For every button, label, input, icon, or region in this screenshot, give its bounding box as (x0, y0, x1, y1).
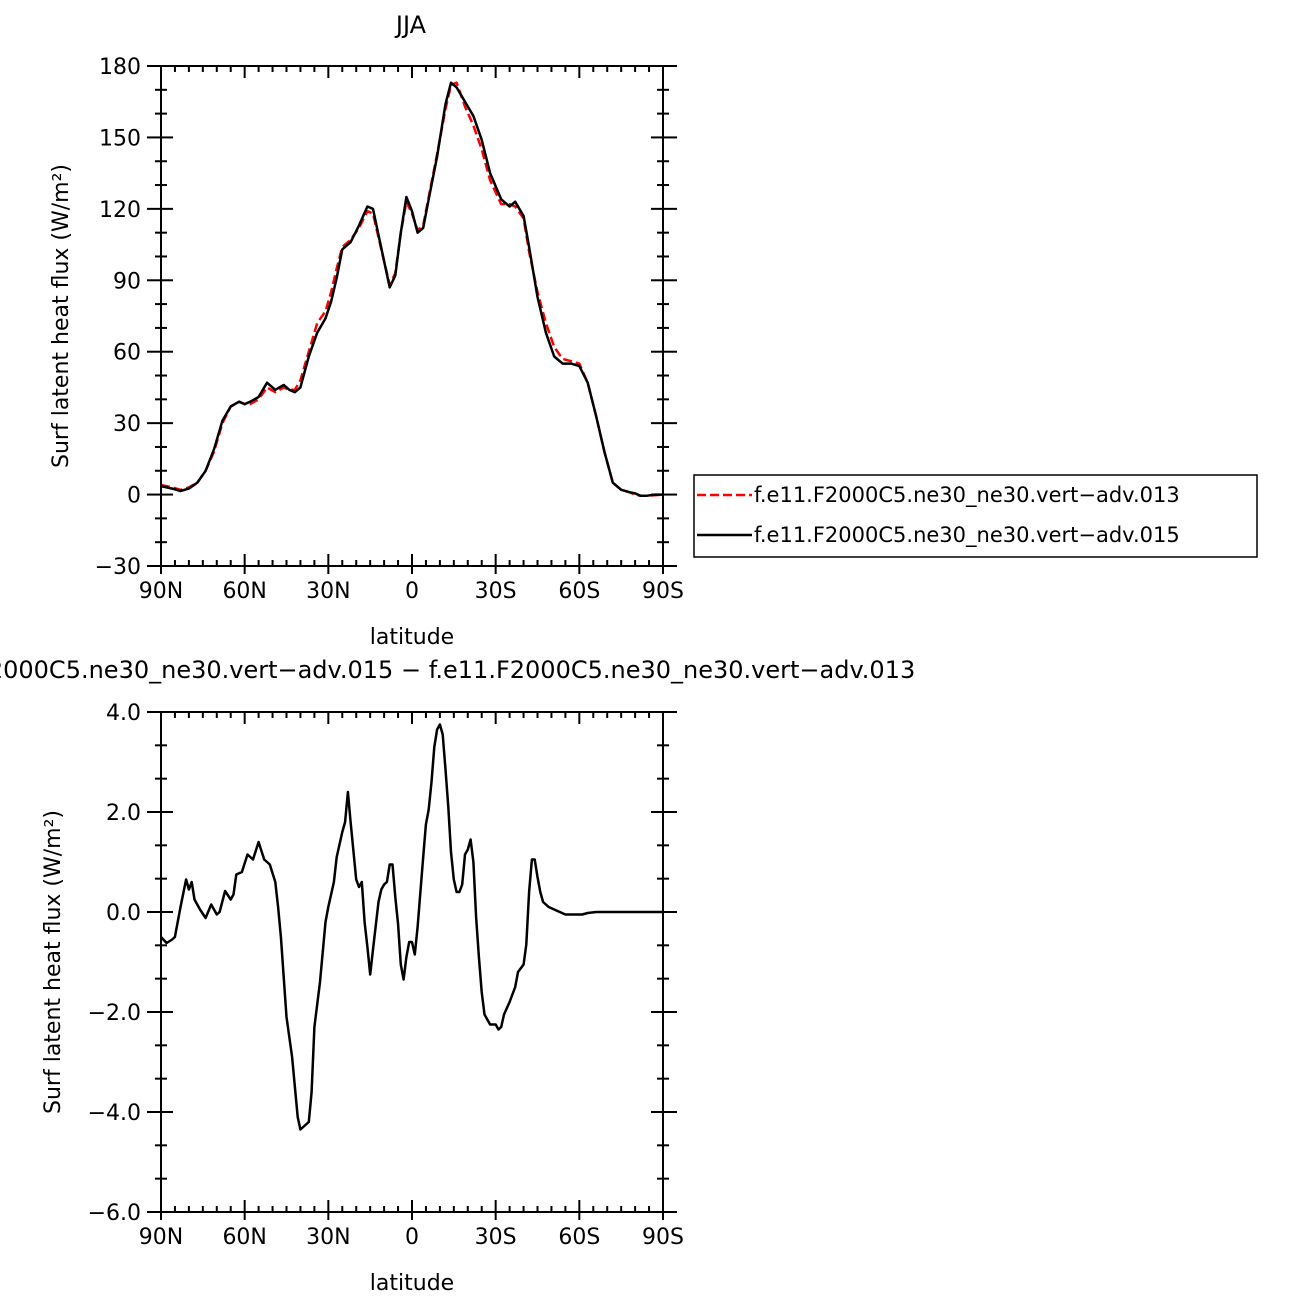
top-x-tick-label: 60S (558, 579, 600, 604)
top-y-tick-label: −30 (95, 555, 141, 580)
legend-label-013: f.e11.F2000C5.ne30_ne30.vert−adv.013 (754, 483, 1180, 508)
legend-frame (693, 474, 1258, 558)
bottom-plot-frame (160, 711, 664, 1213)
top-y-axis-label: Surf latent heat flux (W/m²) (49, 164, 74, 468)
bottom-x-tick-label: 30S (475, 1225, 517, 1250)
legend-label-015: f.e11.F2000C5.ne30_ne30.vert−adv.015 (754, 523, 1180, 548)
bottom-x-tick-label: 90S (642, 1225, 684, 1250)
top-plot-area: 90N 60N 30N 0 30S 60S 90S −30 0 30 60 90 120 150 180 (95, 55, 684, 604)
bottom-y-tick-label: 2.0 (106, 801, 141, 826)
legend: f.e11.F2000C5.ne30_ne30.vert−adv.013 f.e… (693, 474, 1258, 558)
bottom-y-tick-label: −6.0 (88, 1201, 141, 1226)
bottom-x-tick-label: 90N (139, 1225, 183, 1250)
bottom-series-line-0 (160, 723, 663, 1131)
bottom-x-tick-label: 60N (222, 1225, 266, 1250)
bottom-y-tick-label: 4.0 (106, 701, 141, 726)
top-y-tick-label: 120 (99, 198, 141, 223)
top-y-tick-label: 30 (113, 412, 141, 437)
top-x-axis-label: latitude (370, 625, 454, 650)
top-x-tick-label: 60N (222, 579, 266, 604)
bottom-plot-area: 90N 60N 30N 0 30S 60S 90S −6.0 −4.0 −2.0 0.0 2.0 4.0 (88, 701, 684, 1250)
bottom-y-tick-label: −4.0 (88, 1101, 141, 1126)
top-x-tick-label: 30N (306, 579, 350, 604)
bottom-y-axis-label: Surf latent heat flux (W/m²) (41, 810, 66, 1114)
top-x-tick-label: 90S (642, 579, 684, 604)
bottom-y-tick-label: −2.0 (88, 1001, 141, 1026)
top-chart-title: JJA (394, 11, 427, 39)
bottom-x-axis-label: latitude (370, 1271, 454, 1296)
top-plot-frame (160, 65, 664, 567)
bottom-x-tick-label: 30N (306, 1225, 350, 1250)
top-series-line-1 (160, 81, 663, 498)
bottom-y-tick-label: 0.0 (106, 901, 141, 926)
bottom-chart-title: f.e11.F2000C5.ne30_ne30.vert−adv.015 − f… (0, 656, 915, 684)
bottom-chart: f.e11.F2000C5.ne30_ne30.vert−adv.015 − f… (0, 656, 915, 1296)
bottom-x-tick-label: 60S (558, 1225, 600, 1250)
top-y-tick-label: 180 (99, 55, 141, 80)
top-y-tick-label: 90 (113, 269, 141, 294)
top-series-line-0 (160, 81, 664, 498)
top-x-tick-label: 90N (139, 579, 183, 604)
top-x-tick-label: 0 (405, 579, 419, 604)
bottom-x-tick-label: 0 (405, 1225, 419, 1250)
top-x-tick-label: 30S (475, 579, 517, 604)
top-y-tick-label: 0 (127, 484, 141, 509)
top-y-tick-label: 150 (99, 126, 141, 151)
top-y-tick-label: 60 (113, 341, 141, 366)
top-chart: JJA 90N 60N 30N 0 30S 60S 90S −30 0 30 60 90 120 150 1… (49, 11, 1258, 650)
